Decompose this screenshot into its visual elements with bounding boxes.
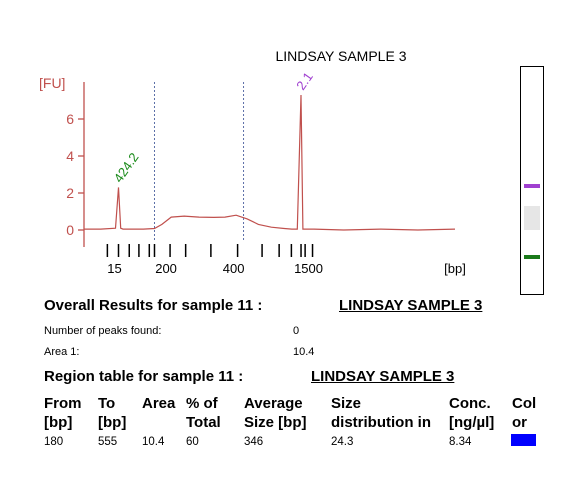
col-header-conc: Conc. [ng/µl] [449,395,495,431]
region-table-sample-name: LINDSAY SAMPLE 3 [311,368,455,385]
peak-label: 424.2 [111,150,142,185]
x-tick-label: 15 [107,261,121,276]
cell-conc: 8.34 [449,436,472,448]
series-line [84,94,456,231]
cell-from: 180 [44,436,64,448]
area-value: 10.4 [293,346,315,358]
gel-band [524,184,540,189]
electropherogram-chart: LINDSAY SAMPLE 3 [FU] 0 2 4 6 15 200 400 1500 [bp]… [39,48,466,276]
gel-band [524,206,540,231]
peaks-found-value: 0 [293,325,300,337]
y-tick-label: 6 [66,111,74,127]
area-label: Area 1: [44,346,80,358]
overall-results-heading: Overall Results for sample 11 : [44,297,263,314]
y-axis-label: [FU] [39,75,65,91]
peak-label: 2.1 [293,69,316,92]
x-tick-label: 400 [223,261,245,276]
cell-size-distribution: 24.3 [331,436,354,448]
x-axis-label: [bp] [444,261,466,276]
cell-to: 555 [98,436,118,448]
cell-area: 10.4 [142,436,165,448]
overall-results-sample-name: LINDSAY SAMPLE 3 [339,297,483,314]
region-table-heading: Region table for sample 11 : [44,368,244,385]
col-header-to: To [bp] [98,395,127,431]
chart-title: LINDSAY SAMPLE 3 [276,48,407,64]
col-header-average-size: Average Size [bp] [244,395,307,431]
col-header-percent-total: % of Total [186,395,221,431]
x-tick-label: 200 [155,261,177,276]
y-tick-label: 0 [66,222,74,238]
col-header-color: Col or [512,395,537,431]
cell-average-size: 346 [244,436,264,448]
col-header-from: From [bp] [44,395,82,431]
color-swatch [511,434,536,446]
x-tick-label: 1500 [294,261,323,276]
y-tick-label: 2 [66,185,74,201]
y-tick-label: 4 [66,148,74,164]
peaks-found-label: Number of peaks found: [44,325,162,337]
cell-percent-total: 60 [186,436,199,448]
col-header-size-distribution: Size distribution in [331,395,431,431]
col-header-area: Area [142,395,176,412]
gel-lane [520,66,544,295]
gel-band [524,255,540,260]
